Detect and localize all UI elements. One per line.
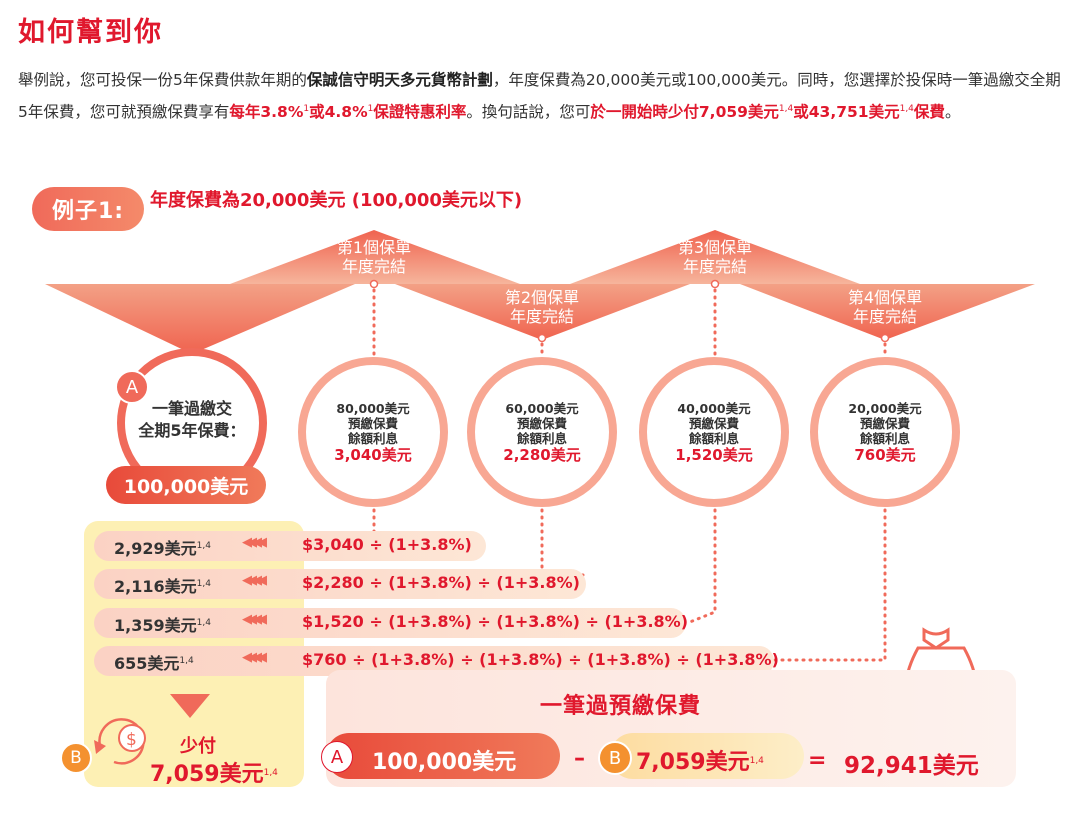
prepay-title: 一筆過預繳保費	[540, 694, 702, 719]
badge-a: A	[115, 370, 149, 404]
example-badge: 例子1:	[32, 187, 144, 231]
year3-triangle	[570, 230, 860, 284]
footnote-3: 1,4	[778, 104, 794, 114]
intro-text-2: ，年度保費為20,000美元或100,000美元。同時，您選擇於投保時一筆過繳交…	[18, 71, 1061, 121]
balance-circle-2: 60,000美元 預繳保費 餘額利息 2,280美元	[467, 357, 617, 507]
footnote-2: 1	[367, 104, 374, 114]
intro-text-1: 舉例說，您可投保一份5年保費供款年期的	[18, 71, 307, 89]
intro-end: 。	[944, 103, 961, 121]
rate-1: 每年3.8%	[229, 103, 304, 121]
prepay-b-pill	[610, 733, 804, 779]
down-arrow-icon	[170, 694, 210, 718]
prepay-badge-a: A	[321, 741, 353, 773]
save-suffix: 保費	[913, 103, 945, 121]
page-title: 如何幫到你	[18, 17, 163, 48]
example-subtitle: 年度保費為20,000美元 (100,000美元以下)	[150, 190, 523, 211]
policy-year-3-label: 第3個保單 年度完結	[677, 238, 753, 276]
intro-paragraph: 舉例說，您可投保一份5年保費供款年期的保誠信守明天多元貨幣計劃，年度保費為20,…	[18, 66, 1068, 127]
lump-sum-text: 一筆過繳交 全期5年保費：	[138, 399, 246, 440]
balance-circle-3: 40,000美元 預繳保費 餘額利息 1,520美元	[639, 357, 789, 507]
prepay-badge-b: B	[598, 741, 632, 775]
prepay-a-amount: 100,000美元	[372, 750, 517, 775]
balance-circle-1: 80,000美元 預繳保費 餘額利息 3,040美元	[298, 357, 448, 507]
arrows-icon: ◀◀◀◀	[242, 612, 267, 627]
dollar-cycle-icon: $	[94, 718, 146, 765]
footnote-1: 1	[303, 104, 310, 114]
rate-tail: 保證特惠利率	[373, 103, 467, 121]
less-pay-amount: 7,059美元1,4	[150, 762, 278, 787]
year1-triangle	[230, 230, 520, 284]
year4-triangle	[740, 284, 1035, 340]
footnote-4: 1,4	[899, 104, 914, 114]
balance-circle-4: 20,000美元 預繳保費 餘額利息 760美元	[810, 357, 960, 507]
save-2: 43,751美元	[808, 103, 900, 121]
year2-triangle	[395, 284, 690, 340]
start-triangle	[45, 284, 355, 354]
minus-sign: –	[574, 746, 585, 771]
intro-text-3: 。換句話說，您可	[466, 103, 591, 121]
rate-or: 或	[309, 103, 325, 121]
arrows-icon: ◀◀◀◀	[242, 650, 267, 665]
policy-year-1-label: 第1個保單 年度完結	[336, 238, 412, 276]
policy-year-4-label: 第4個保單 年度完結	[847, 288, 923, 326]
lump-sum-amount: 100,000美元	[106, 466, 266, 504]
save-1: 於一開始時少付7,059美元	[590, 103, 779, 121]
less-pay-label: 少付	[180, 736, 216, 757]
badge-b: B	[60, 742, 92, 774]
arrows-icon: ◀◀◀◀	[242, 535, 267, 550]
prepay-total: 92,941美元	[844, 753, 979, 779]
save-or: 或	[793, 103, 809, 121]
svg-text:$: $	[126, 730, 137, 750]
rate-2: 4.8%	[324, 103, 368, 121]
plan-name: 保誠信守明天多元貨幣計劃	[306, 71, 493, 89]
policy-year-2-label: 第2個保單 年度完結	[504, 288, 580, 326]
prepay-a-pill	[326, 733, 560, 779]
prepay-b-amount: 7,059美元1,4	[636, 750, 764, 775]
equals-sign: =	[808, 748, 827, 773]
arrows-icon: ◀◀◀◀	[242, 573, 267, 588]
